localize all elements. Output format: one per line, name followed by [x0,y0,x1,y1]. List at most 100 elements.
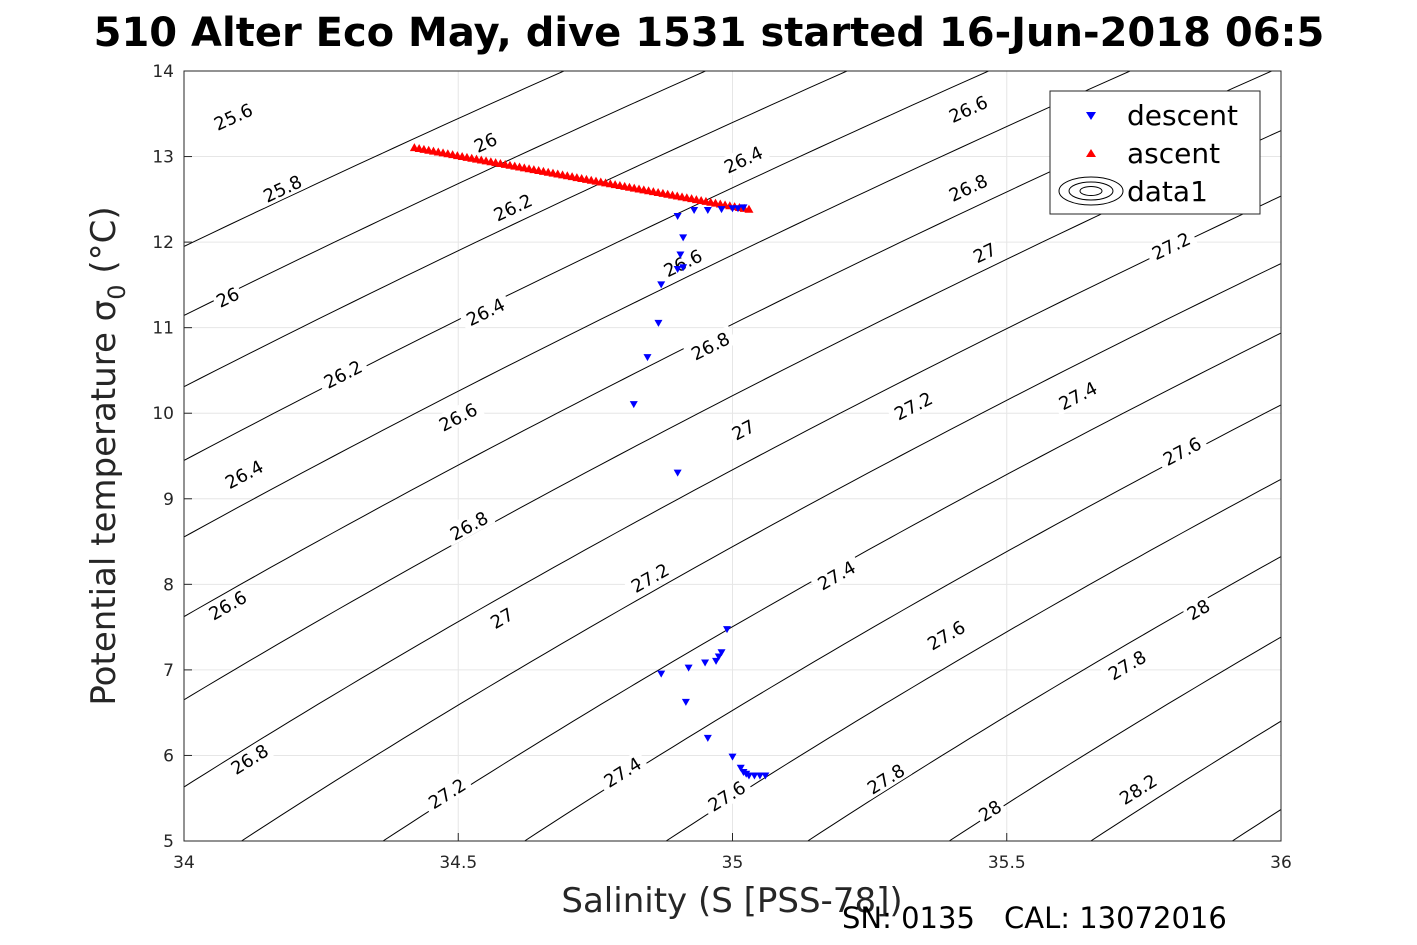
descent-point [629,401,638,409]
contour-label-bg [468,127,503,157]
x-tick-label: 35.5 [988,853,1026,873]
legend-descent-label: descent [1127,99,1238,132]
descent-point [739,204,748,212]
contour-label-bg [655,242,710,283]
y-axis-label-unit: (°C) [84,206,124,273]
contour-label-bg [699,773,753,818]
contour-label-bg [725,414,761,445]
contour-label-bg [431,396,485,437]
legend-ascent-marker [1086,149,1096,157]
legend-box [1049,90,1261,215]
legend-descent-marker [1086,112,1096,120]
contour-label-bg [315,353,370,395]
contour-label-bg [809,553,863,596]
contour-label-bg [919,613,973,657]
descent-point [703,206,712,214]
y-axis-label: Potential temperature σ0 (°C) [84,206,131,705]
y-axis-label-group: Potential temperature σ0 (°C) [84,206,131,705]
contour-label-bg [972,794,1007,827]
y-tick-label: 7 [163,661,174,681]
contour-line-28-2 [1089,720,1281,841]
y-axis-label-text: Potential temperature [84,332,124,705]
contour-label-bg [595,749,649,794]
contour-label-bg [1100,643,1154,687]
descent-point [703,734,712,742]
contour-line-25-6 [184,71,707,317]
legend-contour-icon [1058,176,1124,206]
descent-point [654,319,663,327]
contour-line-27 [240,262,1281,841]
descent-point [657,281,666,289]
x-axis-ticks: 34 34.5 35 35.5 36 [173,833,1292,873]
contour-line-27-8 [806,556,1281,841]
descent-point [679,234,688,242]
contour-label-bg [683,325,737,366]
contour-label-bg [1144,225,1198,266]
legend-ascent-label: ascent [1127,137,1220,170]
descent-point [717,206,726,214]
chart-title: 510 Alter Eco May, dive 1531 started 16-… [94,10,1325,56]
x-tick-label: 34 [173,853,195,873]
descent-point [755,772,764,780]
y-tick-label: 14 [152,62,174,82]
contour-label-bg [255,168,310,208]
y-tick-label: 11 [152,319,174,339]
descent-point [712,657,721,665]
descent-point [690,206,699,214]
descent-point [684,664,693,672]
y-tick-label: 8 [163,575,174,595]
x-tick-label: 36 [1270,853,1292,873]
descent-point [681,698,690,706]
descent-point [657,670,666,678]
descent-point [750,772,759,780]
descent-point [714,653,723,661]
descent-point [761,772,770,780]
x-axis-label: Salinity (S [PSS-78]) [561,881,902,921]
legend-data1-label: data1 [1127,175,1208,208]
contour-label-bg [458,291,513,332]
x-tick-label: 34.5 [439,853,477,873]
descent-point [733,205,742,213]
descent-point [728,205,737,213]
footer-calibration: CAL: 13072016 [1004,901,1227,935]
descent-point [717,649,726,657]
contour-line-26 [184,71,990,462]
x-tick-label: 35 [722,853,744,873]
y-tick-label: 12 [152,233,174,253]
contour-line-26-2 [184,71,1132,538]
contour-label-bg [1111,767,1165,811]
descent-point [736,764,745,772]
contour-label-bg [716,139,770,179]
y-tick-label: 10 [152,404,174,424]
contour-label-bg [623,556,677,599]
contour-label-bg [941,89,995,128]
contour-label-bg [1050,374,1105,416]
contour-line-27-6 [665,478,1281,841]
contour-line-25-4 [184,71,566,248]
contour-label-bg [967,237,1002,268]
y-tick-label: 6 [163,746,174,766]
descent-point [701,659,710,667]
contour-line-27-2 [382,332,1281,841]
descent-point [676,251,685,259]
contour-line-25-8 [184,71,849,388]
y-tick-label: 9 [163,490,174,510]
contour-label-bg [941,167,995,207]
descent-series [629,204,770,780]
contour-label-bg [1181,593,1216,625]
contour-line-26-4 [184,71,1273,618]
y-axis-label-subscript: 0 [103,284,131,299]
descent-point [673,469,682,477]
contour-label-bg [206,96,260,136]
contour-label-bg [210,281,245,312]
contour-label-bg [222,737,276,781]
contour-label-bg [217,453,271,495]
y-tick-label: 5 [163,832,174,852]
contour-line-28 [948,636,1281,841]
y-tick-label: 13 [152,148,174,168]
ascent-point [744,204,754,213]
descent-point [673,265,682,273]
contour-label-bg [441,504,496,547]
footer-serial: SN: 0135 [842,901,975,935]
